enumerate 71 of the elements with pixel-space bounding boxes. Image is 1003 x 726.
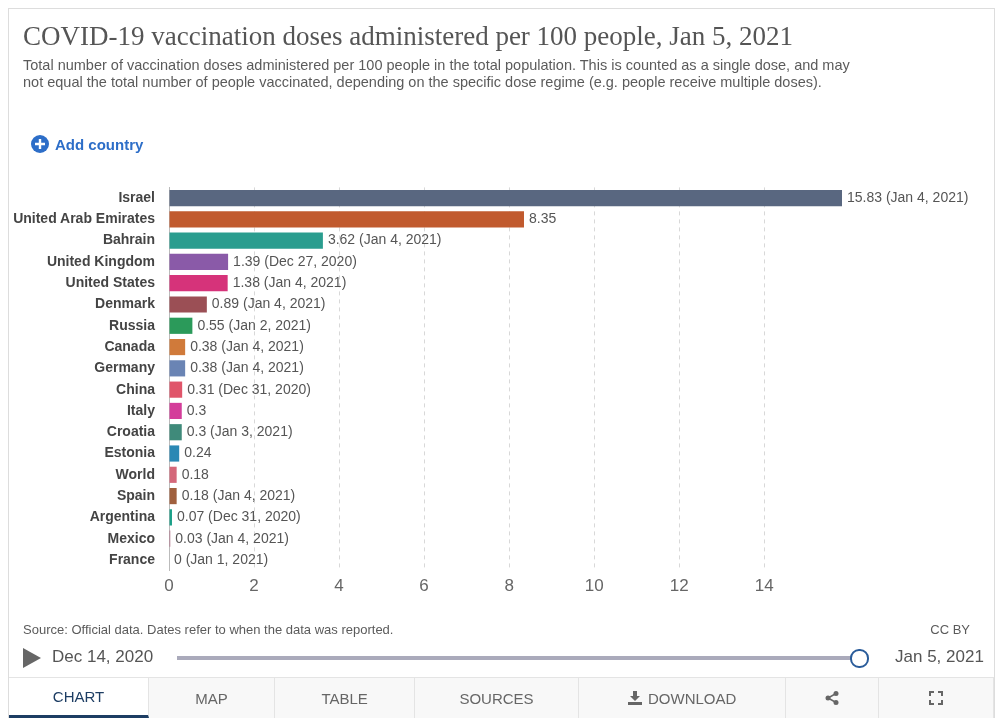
data-label: 0.03 (Jan 4, 2021) — [175, 529, 289, 546]
y-tick-label: France — [109, 550, 156, 567]
y-tick-label: United States — [65, 274, 156, 291]
source-note: Source: Official data. Dates refer to when the data was reported. — [23, 622, 394, 637]
x-tick-label: 8 — [504, 576, 514, 596]
y-tick-label: Germany — [94, 359, 156, 376]
x-tick-label: 2 — [249, 576, 259, 596]
data-label: 0.31 (Dec 31, 2020) — [187, 380, 311, 397]
data-label: 8.35 — [528, 210, 557, 227]
chart-subtitle: Total number of vaccination doses administered per 100 people in the total population. This is counted as a single dose, and may not equal the total number of people vaccinated, depending on the specific dose regime (e.g. people receive multiple doses). — [23, 57, 851, 91]
bar — [169, 445, 180, 462]
data-label: 0.38 (Jan 4, 2021) — [190, 337, 304, 354]
data-label: 3.62 (Jan 4, 2021) — [327, 231, 442, 248]
y-tick-label: Spain — [116, 486, 155, 503]
data-label: 0.18 (Jan 4, 2021) — [181, 486, 296, 503]
y-tick-label: Russia — [109, 316, 156, 333]
y-tick-label: Denmark — [95, 295, 156, 312]
bar — [169, 360, 186, 377]
bar — [169, 211, 524, 228]
x-tick-label: 6 — [419, 576, 429, 596]
text: TABLE — [321, 689, 368, 707]
bar — [169, 402, 182, 420]
text: CC BY — [930, 622, 970, 637]
y-tick-label: Estonia — [104, 444, 156, 461]
x-tick-label: 4 — [334, 576, 344, 596]
y-tick-label: Italy — [126, 401, 156, 418]
data-label: 0.55 (Jan 2, 2021) — [197, 316, 312, 333]
data-label: 0.38 (Jan 4, 2021) — [190, 359, 304, 376]
data-label: 0.89 (Jan 4, 2021) — [211, 295, 326, 312]
y-tick-label: Israel — [118, 188, 155, 205]
text: MAP — [195, 689, 228, 707]
bar — [169, 275, 228, 292]
x-tick-label: 12 — [669, 576, 689, 596]
chart-title: COVID-19 vaccination doses administered per 100 people, Jan 5, 2021 — [23, 21, 795, 52]
y-tick-label: Bahrain — [102, 231, 155, 248]
bar — [169, 253, 229, 270]
text: DOWNLOAD — [648, 689, 737, 707]
x-tick-label: 14 — [754, 576, 774, 596]
y-tick-label: Canada — [104, 337, 156, 354]
y-tick-label: Argentina — [89, 508, 156, 525]
bar — [169, 338, 186, 356]
bar — [169, 488, 177, 505]
text: Jan 5, 2021 — [895, 647, 984, 667]
data-label: 0.18 — [181, 465, 210, 482]
text: Add country — [55, 135, 144, 153]
text: CHART — [52, 688, 105, 705]
bar — [169, 296, 207, 313]
data-label: 1.39 (Dec 27, 2020) — [233, 252, 357, 269]
x-tick-label: 10 — [584, 576, 604, 596]
bar — [169, 232, 323, 249]
data-label: 15.83 (Jan 4, 2021) — [847, 188, 969, 205]
bar — [169, 189, 842, 207]
bar — [169, 424, 182, 441]
text: Dec 14, 2020 — [52, 647, 154, 667]
y-tick-label: World — [115, 465, 155, 482]
data-label: 0.07 (Dec 31, 2020) — [176, 508, 301, 525]
y-tick-label: United Kingdom — [46, 252, 155, 269]
text: SOURCES — [459, 689, 534, 707]
y-tick-label: China — [116, 380, 156, 397]
bar — [169, 317, 193, 334]
y-tick-label: Mexico — [107, 529, 155, 546]
y-tick-label: United Arab Emirates — [13, 210, 156, 227]
data-label: 1.38 (Jan 4, 2021) — [232, 274, 347, 291]
x-tick-label: 0 — [164, 576, 174, 596]
bar — [169, 466, 177, 483]
data-label: 0 (Jan 1, 2021) — [174, 550, 269, 567]
bar — [169, 381, 183, 398]
data-label: 0.24 — [184, 444, 212, 461]
data-label: 0.3 — [186, 401, 207, 418]
data-label: 0.3 (Jan 3, 2021) — [186, 423, 293, 440]
y-tick-label: Croatia — [106, 423, 156, 440]
